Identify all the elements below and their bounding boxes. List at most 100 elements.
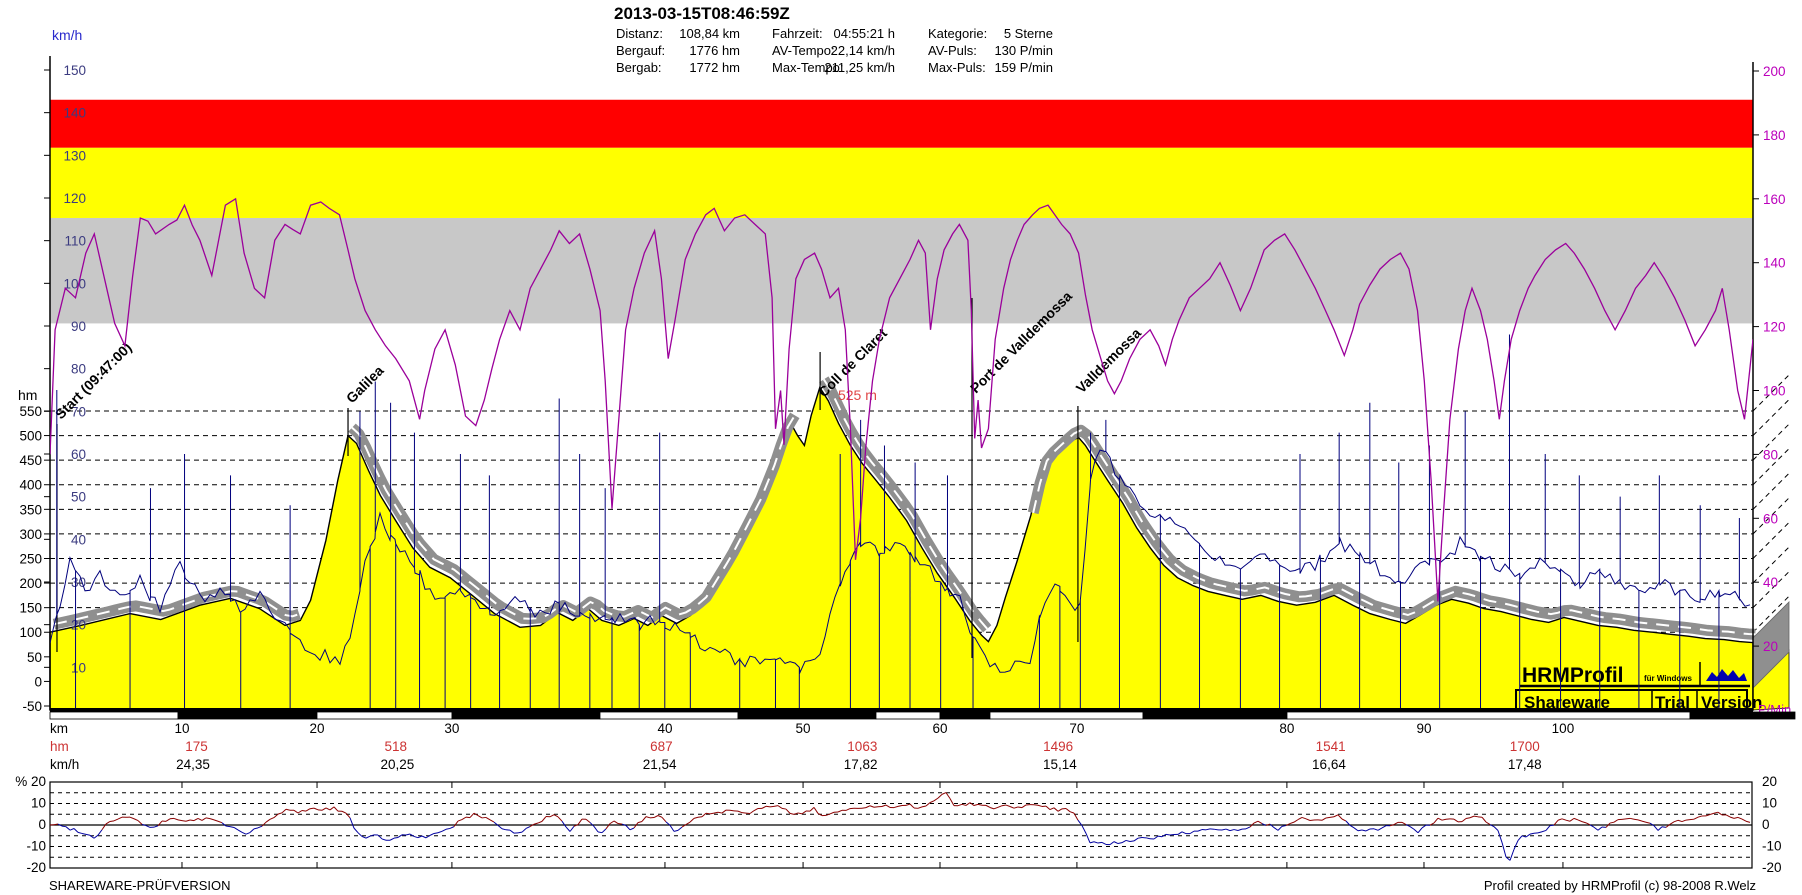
svg-text:Galilea: Galilea bbox=[343, 362, 387, 406]
svg-text:30: 30 bbox=[71, 575, 86, 590]
svg-text:175: 175 bbox=[185, 739, 208, 754]
svg-text:100: 100 bbox=[1763, 384, 1786, 399]
svg-text:0: 0 bbox=[34, 674, 42, 689]
svg-text:20: 20 bbox=[1762, 774, 1777, 789]
stat-label: AV-Tempo: bbox=[772, 43, 835, 58]
svg-text:-10: -10 bbox=[26, 839, 46, 854]
svg-text:Trial: Trial bbox=[1655, 693, 1690, 712]
svg-text:80: 80 bbox=[1763, 447, 1778, 462]
svg-text:50: 50 bbox=[71, 490, 86, 505]
svg-text:40: 40 bbox=[71, 532, 86, 547]
svg-text:17,48: 17,48 bbox=[1508, 757, 1542, 772]
svg-text:450: 450 bbox=[19, 453, 42, 468]
svg-text:60: 60 bbox=[932, 721, 947, 736]
svg-text:Start (09:47:00): Start (09:47:00) bbox=[52, 339, 135, 422]
svg-text:0: 0 bbox=[38, 817, 46, 832]
stat-label: AV-Puls: bbox=[928, 43, 977, 58]
svg-text:HRMProfil: HRMProfil bbox=[1522, 664, 1624, 687]
stat-value: 159 P/min bbox=[994, 60, 1053, 75]
svg-text:150: 150 bbox=[19, 601, 42, 616]
svg-text:50: 50 bbox=[796, 721, 811, 736]
speed-series bbox=[50, 334, 1751, 710]
svg-text:0: 0 bbox=[1762, 817, 1770, 832]
axes: 10 20 30 40 50 60 70 80 90 100 110 120 130 140 150 550 5… bbox=[18, 27, 1791, 717]
svg-text:120: 120 bbox=[63, 191, 86, 206]
svg-text:km: km bbox=[50, 721, 68, 736]
stat-value: 22,14 km/h bbox=[830, 43, 895, 58]
stat-value: 130 P/min bbox=[994, 43, 1053, 58]
svg-text:110: 110 bbox=[64, 234, 86, 249]
bottom-axis: km 10 20 30 40 50 60 70 80 90 100 hm 175 518 687 1063 14… bbox=[49, 708, 1796, 772]
svg-text:-10: -10 bbox=[1762, 839, 1782, 854]
shareware-footer: SHAREWARE-PRÜFVERSION bbox=[49, 878, 231, 893]
svg-text:150: 150 bbox=[63, 63, 86, 78]
svg-text:10: 10 bbox=[1762, 796, 1777, 811]
svg-text:300: 300 bbox=[19, 527, 42, 542]
stat-value: 1772 hm bbox=[689, 60, 740, 75]
stat-label: Max-Tempo: bbox=[772, 60, 844, 75]
svg-text:21,54: 21,54 bbox=[643, 757, 677, 772]
svg-text:100: 100 bbox=[63, 276, 86, 291]
svg-text:30: 30 bbox=[444, 721, 459, 736]
svg-text:20: 20 bbox=[310, 721, 325, 736]
svg-text:17,82: 17,82 bbox=[844, 757, 878, 772]
elevation-profile bbox=[49, 385, 1754, 711]
svg-text:für Windows: für Windows bbox=[1644, 674, 1692, 683]
stat-value: 5 Sterne bbox=[1003, 26, 1053, 41]
svg-text:90: 90 bbox=[1416, 721, 1431, 736]
svg-text:518: 518 bbox=[384, 739, 407, 754]
hrmprofil-logo: HRMProfil für Windows Shareware Trial Versio… bbox=[1515, 660, 1762, 714]
pulse-series bbox=[50, 197, 1753, 602]
svg-text:Version: Version bbox=[1701, 693, 1762, 712]
svg-text:40: 40 bbox=[657, 721, 672, 736]
svg-text:400: 400 bbox=[19, 478, 42, 493]
svg-text:525 m: 525 m bbox=[838, 387, 877, 403]
svg-text:15,14: 15,14 bbox=[1043, 757, 1077, 772]
svg-text:90: 90 bbox=[71, 319, 86, 334]
svg-text:20,25: 20,25 bbox=[381, 757, 415, 772]
svg-text:100: 100 bbox=[1552, 721, 1575, 736]
svg-text:20: 20 bbox=[71, 618, 86, 633]
svg-text:160: 160 bbox=[1763, 192, 1786, 207]
svg-text:250: 250 bbox=[19, 551, 42, 566]
svg-text:10: 10 bbox=[71, 660, 86, 675]
svg-text:hm: hm bbox=[50, 739, 69, 754]
svg-text:24,35: 24,35 bbox=[176, 757, 210, 772]
stat-label: Kategorie: bbox=[928, 26, 988, 41]
svg-text:-20: -20 bbox=[26, 860, 46, 875]
svg-text:500: 500 bbox=[19, 429, 42, 444]
stat-value: 211,25 km/h bbox=[824, 60, 895, 75]
svg-text:10: 10 bbox=[31, 796, 46, 811]
svg-text:20: 20 bbox=[1763, 639, 1778, 654]
svg-text:120: 120 bbox=[1763, 320, 1786, 335]
stat-label: Fahrzeit: bbox=[772, 26, 823, 41]
svg-text:-20: -20 bbox=[1762, 860, 1782, 875]
svg-text:140: 140 bbox=[63, 106, 86, 121]
svg-text:350: 350 bbox=[19, 502, 42, 517]
svg-text:hm: hm bbox=[18, 387, 37, 403]
svg-text:10: 10 bbox=[174, 721, 189, 736]
wave-mountain-icon bbox=[1706, 669, 1747, 681]
stat-value: 04:55:21 h bbox=[833, 26, 895, 41]
svg-text:140: 140 bbox=[1763, 256, 1786, 271]
svg-text:100: 100 bbox=[19, 625, 42, 640]
stat-label: Max-Puls: bbox=[928, 60, 986, 75]
svg-text:80: 80 bbox=[1279, 721, 1294, 736]
ride-title: 2013-03-15T08:46:59Z bbox=[614, 4, 790, 23]
stat-value: 1776 hm bbox=[689, 43, 740, 58]
svg-text:60: 60 bbox=[1763, 511, 1778, 526]
svg-text:550: 550 bbox=[19, 404, 42, 419]
svg-text:200: 200 bbox=[19, 576, 42, 591]
svg-text:180: 180 bbox=[1763, 128, 1786, 143]
svg-text:km/h: km/h bbox=[52, 27, 82, 43]
pulse-zone-bands bbox=[50, 99, 1753, 324]
svg-text:1496: 1496 bbox=[1043, 739, 1073, 754]
stat-value: 108,84 km bbox=[679, 26, 740, 41]
svg-text:70: 70 bbox=[1069, 721, 1084, 736]
stat-label: Distanz: bbox=[616, 26, 663, 41]
svg-text:130: 130 bbox=[63, 148, 86, 163]
svg-text:16,64: 16,64 bbox=[1312, 757, 1346, 772]
stat-label: Bergab: bbox=[616, 60, 662, 75]
svg-text:60: 60 bbox=[71, 447, 86, 462]
